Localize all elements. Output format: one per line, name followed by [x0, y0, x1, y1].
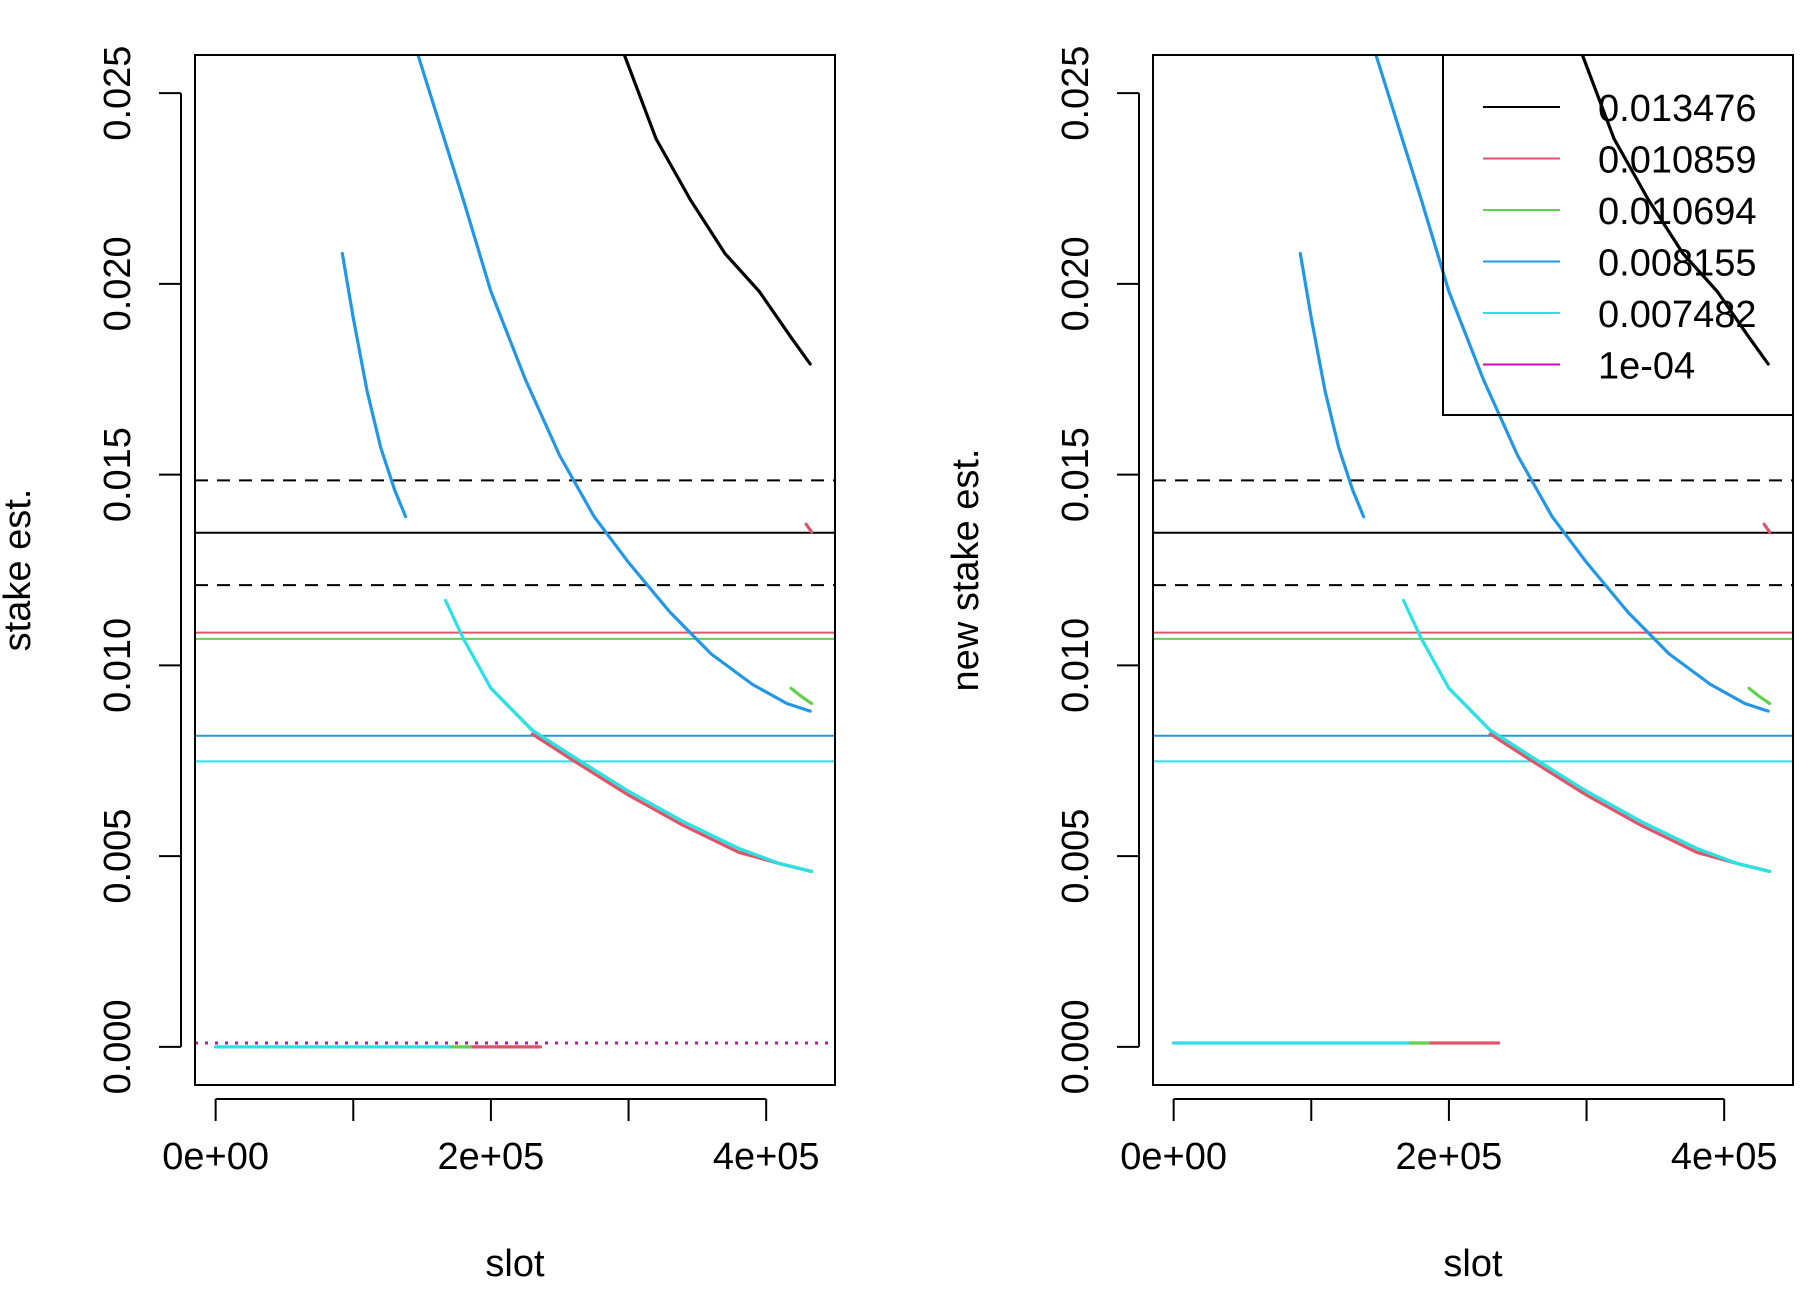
y-tick-label-3: 0.015 [97, 427, 139, 522]
x-tick-label-2: 2e+05 [1396, 1136, 1503, 1178]
x-tick-label-0: 0e+00 [162, 1136, 269, 1178]
x-axis-label: slot [1443, 1243, 1503, 1285]
y-tick-label-0: 0.000 [1055, 999, 1097, 1094]
y-tick-label-0: 0.000 [97, 999, 139, 1094]
y-axis: 0.000 0.005 0.010 0.015 0.020 0.025 stake est. [0, 46, 182, 1094]
y-tick-label-4: 0.020 [97, 236, 139, 331]
y-tick-label-1: 0.005 [97, 809, 139, 904]
series-line-7 [443, 598, 814, 874]
x-tick-label-4: 4e+05 [1671, 1136, 1778, 1178]
y-tick-label-2: 0.010 [1055, 618, 1097, 713]
x-axis: 0e+00 2e+05 4e+05 slot [1120, 1098, 1778, 1285]
series-line-2 [1298, 251, 1366, 519]
series-line-2 [340, 251, 408, 519]
legend-label-3: 0.008155 [1598, 243, 1757, 285]
legend-label-0: 0.013476 [1598, 88, 1757, 130]
legend-label-4: 0.007482 [1598, 294, 1757, 336]
legend-label-2: 0.010694 [1598, 191, 1757, 233]
left-panel: 0e+00 2e+05 4e+05slot0.0000.0050.0100.0150… [0, 46, 836, 1285]
legend-label-1: 0.010859 [1598, 140, 1757, 182]
y-tick-label-1: 0.005 [1055, 809, 1097, 904]
series-line-1 [1374, 55, 1770, 713]
series-line-4 [1762, 522, 1772, 534]
y-tick-label-4: 0.020 [1055, 236, 1097, 331]
series-line-0 [622, 55, 812, 366]
series-line-4 [804, 522, 814, 534]
plot-area [195, 55, 835, 1049]
series-line-3 [789, 686, 814, 706]
y-axis-label: stake est. [0, 489, 39, 652]
legend: 0.013476 0.010859 0.010694 0.008155 0.007482… [1442, 54, 1794, 416]
y-axis-label: new stake est. [945, 449, 987, 692]
x-tick-label-4: 4e+05 [713, 1136, 820, 1178]
series-line-7 [1401, 598, 1772, 874]
y-tick-label-5: 0.025 [1055, 46, 1097, 141]
x-tick-label-0: 0e+00 [1120, 1136, 1227, 1178]
plot-frame [194, 54, 836, 1086]
legend-label-5: 1e-04 [1598, 346, 1695, 388]
y-tick-label-5: 0.025 [97, 46, 139, 141]
x-axis-label: slot [485, 1243, 545, 1285]
y-tick-label-2: 0.010 [97, 618, 139, 713]
x-tick-label-2: 2e+05 [438, 1136, 545, 1178]
legend-box [1442, 54, 1794, 416]
y-axis: 0.000 0.005 0.010 0.015 0.020 0.025 new stake … [945, 46, 1140, 1094]
right-panel: 0e+00 2e+05 4e+05slot0.0000.0050.0100.0150… [945, 46, 1794, 1285]
series-line-1 [416, 55, 812, 713]
series-line-3 [1747, 686, 1772, 706]
series-line-0 [1580, 55, 1770, 366]
y-tick-label-3: 0.015 [1055, 427, 1097, 522]
plot-area [1153, 55, 1793, 1045]
x-axis: 0e+00 2e+05 4e+05 slot [162, 1098, 820, 1285]
